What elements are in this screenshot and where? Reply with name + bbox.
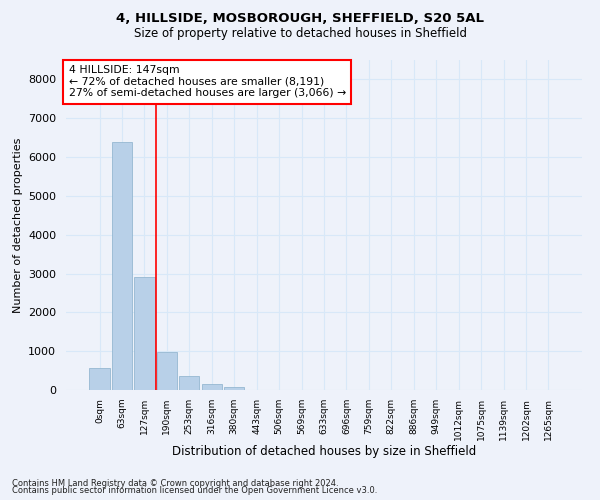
Text: Size of property relative to detached houses in Sheffield: Size of property relative to detached ho… <box>133 28 467 40</box>
Y-axis label: Number of detached properties: Number of detached properties <box>13 138 23 312</box>
Bar <box>224 387 244 390</box>
X-axis label: Distribution of detached houses by size in Sheffield: Distribution of detached houses by size … <box>172 446 476 458</box>
Text: Contains HM Land Registry data © Crown copyright and database right 2024.: Contains HM Land Registry data © Crown c… <box>12 478 338 488</box>
Bar <box>202 384 222 390</box>
Bar <box>157 352 177 390</box>
Text: 4 HILLSIDE: 147sqm
← 72% of detached houses are smaller (8,191)
27% of semi-deta: 4 HILLSIDE: 147sqm ← 72% of detached hou… <box>68 65 346 98</box>
Text: 4, HILLSIDE, MOSBOROUGH, SHEFFIELD, S20 5AL: 4, HILLSIDE, MOSBOROUGH, SHEFFIELD, S20 … <box>116 12 484 26</box>
Bar <box>89 368 110 390</box>
Text: Contains public sector information licensed under the Open Government Licence v3: Contains public sector information licen… <box>12 486 377 495</box>
Bar <box>134 276 155 390</box>
Bar <box>112 142 132 390</box>
Bar <box>179 376 199 390</box>
